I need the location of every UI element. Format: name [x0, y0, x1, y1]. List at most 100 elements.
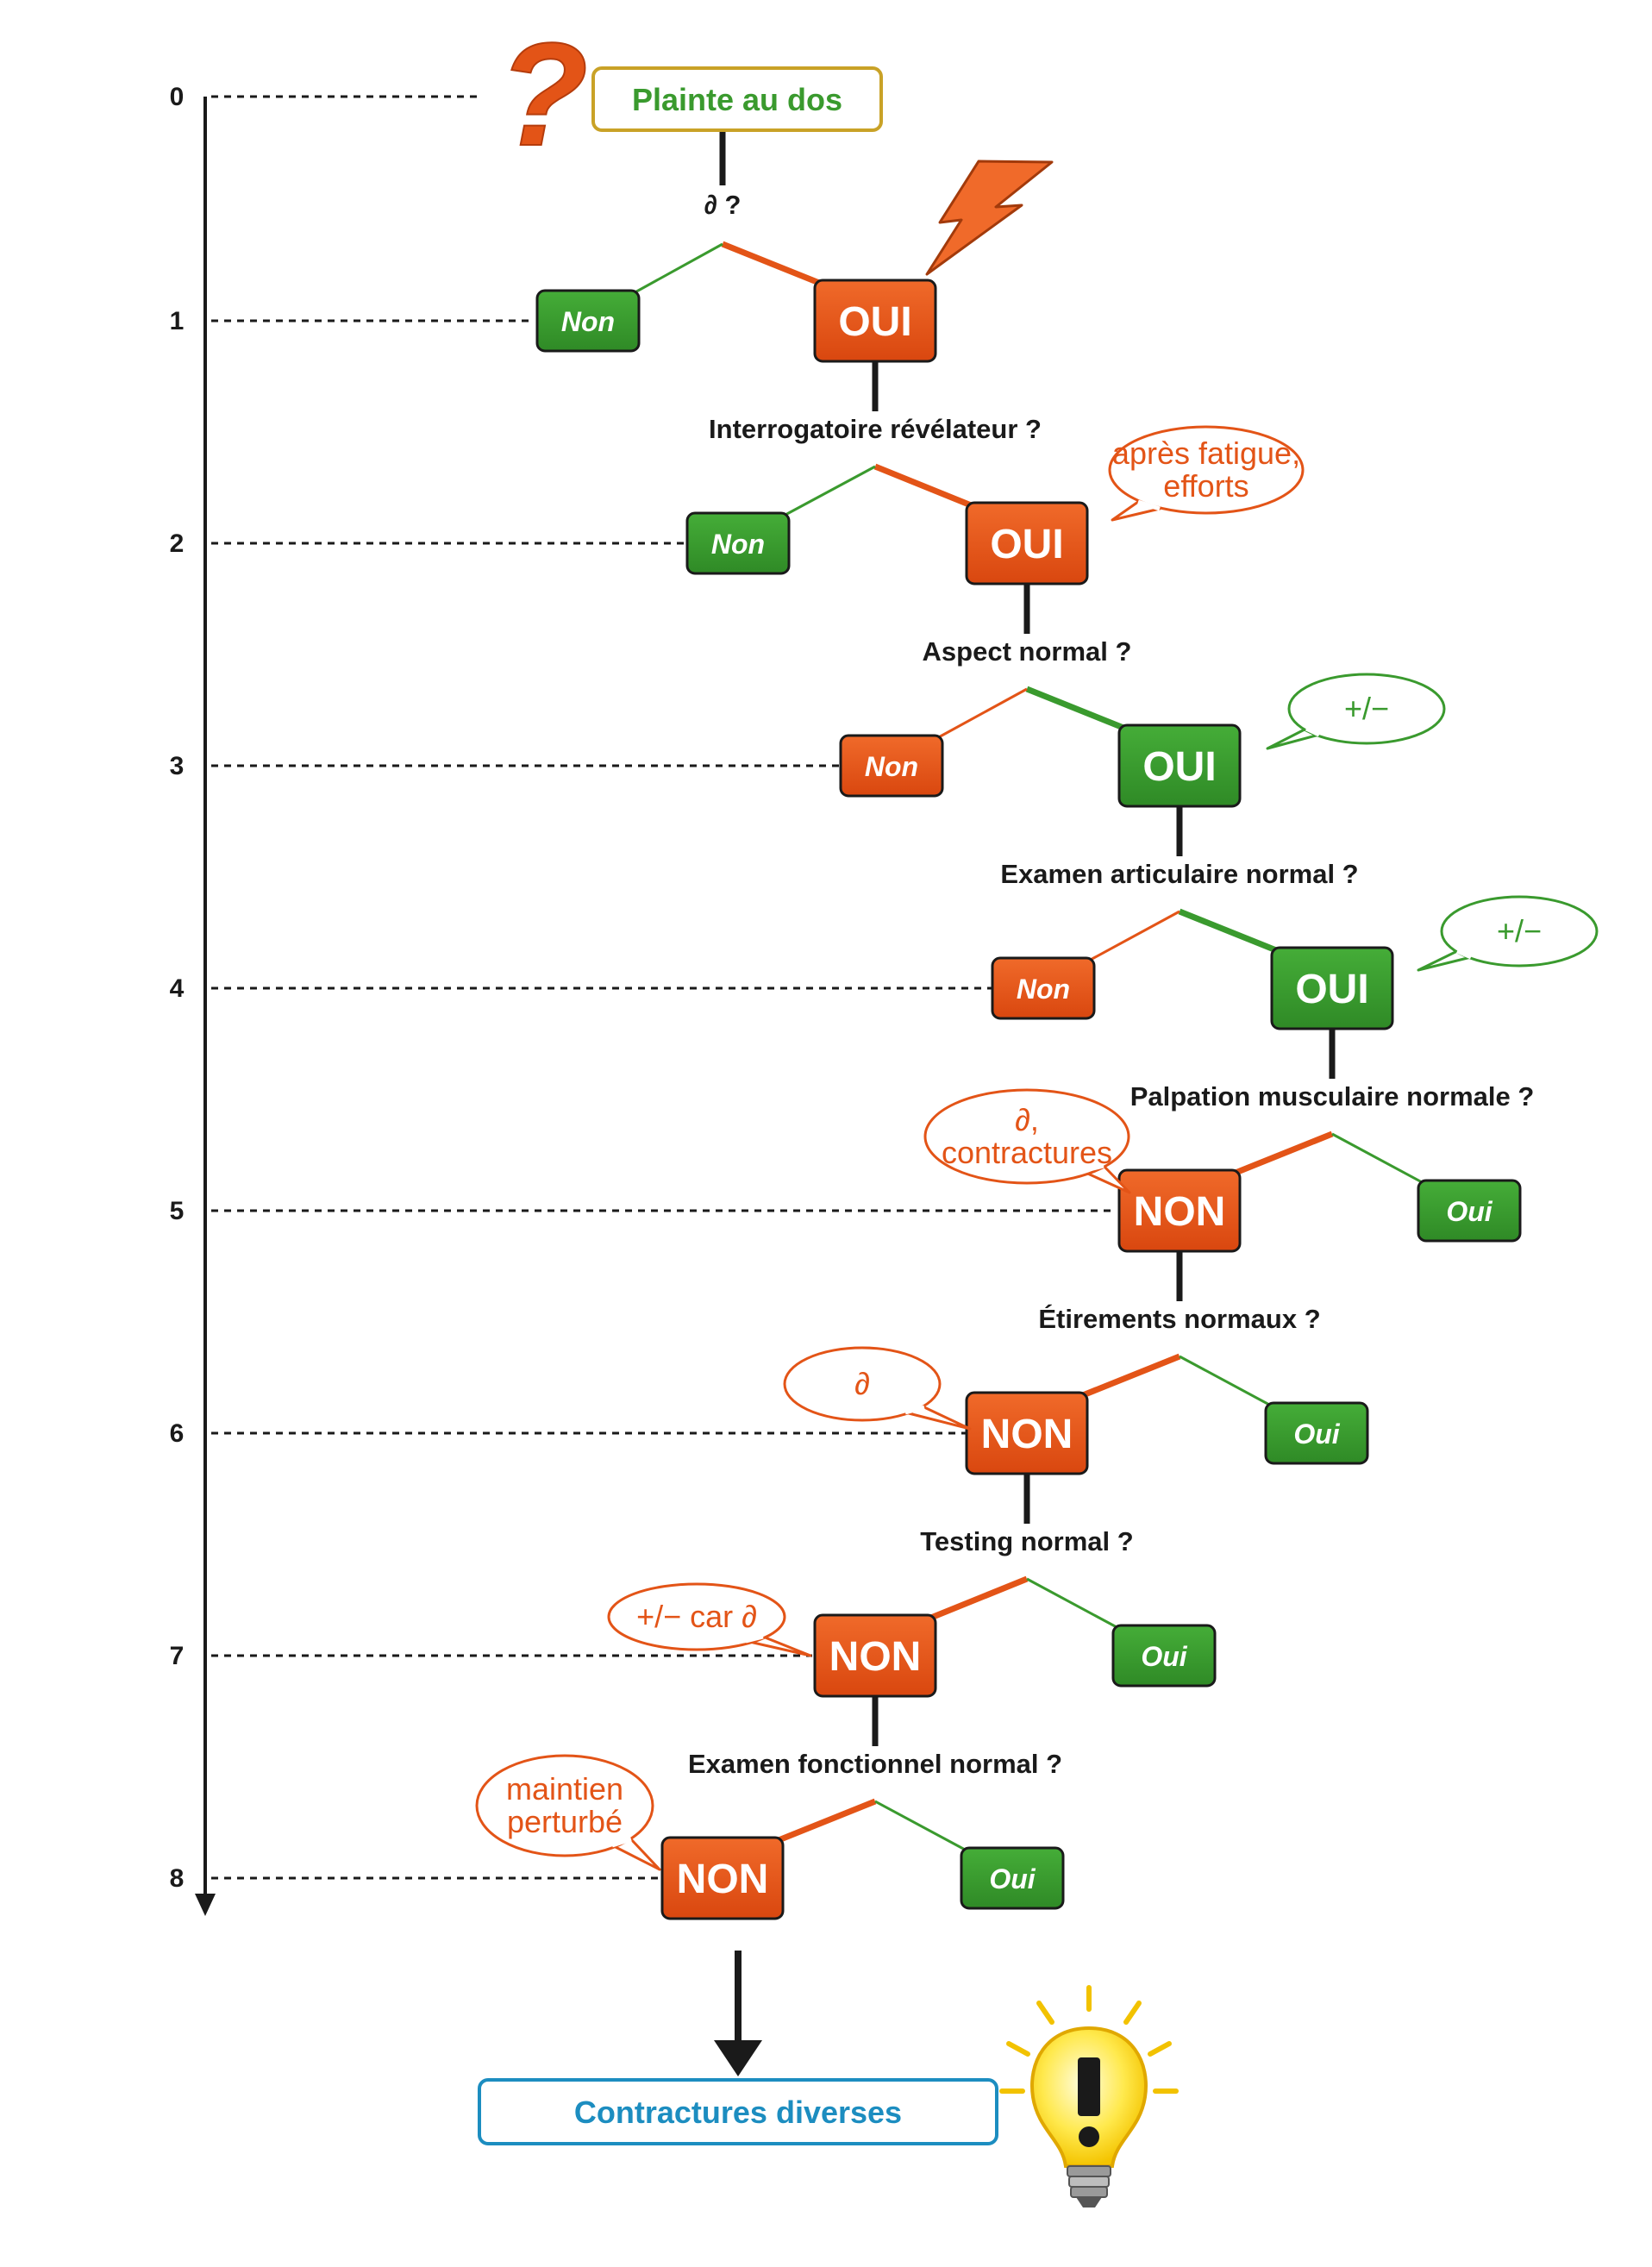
lightning-icon: [925, 160, 1054, 276]
speech-bubble-text: maintien: [506, 1771, 623, 1807]
speech-bubble: ∂,contractures: [923, 1088, 1131, 1194]
speech-bubble: ∂: [783, 1346, 972, 1431]
speech-bubble: après fatigue,efforts: [1108, 425, 1305, 522]
speech-bubble-seam: [1455, 949, 1473, 960]
decision-box-main-frame: [965, 1391, 1089, 1475]
question-label: Examen fonctionnel normal ?: [688, 1749, 1062, 1779]
question-mark-icon: ?: [498, 13, 588, 177]
level-label: 2: [170, 529, 185, 558]
question-label: Testing normal ?: [920, 1526, 1133, 1556]
decision-box-main: OUI: [1270, 946, 1394, 1030]
decision-box-main-frame: [660, 1836, 785, 1920]
decision-box-main-frame: [965, 501, 1089, 586]
decision-box-main-frame: [813, 279, 937, 363]
speech-bubble-seam: [745, 1634, 764, 1644]
speech-bubble-text: +/− car ∂: [636, 1599, 757, 1634]
question-label: ∂ ?: [704, 190, 742, 220]
speech-bubble-seam: [1305, 726, 1321, 737]
decision-box-alt: Non: [535, 289, 641, 353]
decision-box-alt-frame: [685, 511, 791, 575]
branch-connector: [1331, 1132, 1436, 1191]
decision-box-alt-frame: [839, 734, 944, 798]
decision-box-alt: Oui: [1417, 1179, 1522, 1243]
decision-box-main: NON: [965, 1391, 1089, 1475]
decision-box-main: OUI: [813, 279, 937, 363]
decision-box-alt-frame: [1111, 1624, 1217, 1688]
branch-connector: [874, 1800, 979, 1858]
decision-box-alt: Oui: [960, 1846, 1065, 1910]
decision-box-main-label: NON: [981, 1412, 1073, 1457]
speech-bubble-seam: [1081, 1163, 1104, 1174]
decision-box-alt-frame: [1417, 1179, 1522, 1243]
question-label: Étirements normaux ?: [1038, 1304, 1320, 1334]
branch-connector: [1179, 1355, 1283, 1413]
final-arrowhead: [714, 2040, 762, 2076]
level-label: 5: [170, 1197, 185, 1225]
speech-bubble-shape: [783, 1346, 942, 1422]
level-label: 1: [170, 307, 185, 335]
question-label: Examen articulaire normal ?: [1000, 859, 1358, 889]
start-node: Plainte au dos: [591, 66, 883, 132]
speech-bubble-text: après fatigue,: [1112, 435, 1300, 471]
decision-box-alt-frame: [1264, 1401, 1369, 1465]
decision-box-main-frame: [813, 1613, 937, 1698]
timeline-arrowhead: [195, 1894, 216, 1916]
speech-bubble-shape: [475, 1754, 654, 1857]
decision-box-alt-frame: [960, 1846, 1065, 1910]
decision-box-main: NON: [1117, 1168, 1242, 1253]
decision-box-main: OUI: [1117, 723, 1242, 808]
decision-box-main: OUI: [965, 501, 1089, 586]
branch-connector: [622, 242, 723, 301]
decision-box-main-frame: [1270, 946, 1394, 1030]
start-label: Plainte au dos: [632, 82, 842, 117]
decision-box-alt: Non: [839, 734, 944, 798]
branch-connector: [873, 463, 986, 514]
decision-box-main-label: OUI: [990, 522, 1063, 567]
decision-box-alt-label: Non: [561, 306, 615, 337]
lightbulb-icon: [999, 1985, 1179, 2208]
branch-connector: [1068, 1353, 1181, 1404]
speech-bubble-shape: [607, 1582, 786, 1651]
speech-bubble-text: +/−: [1344, 691, 1389, 726]
speech-bubble: +/− car ∂: [607, 1582, 812, 1657]
decision-box-main-frame: [1117, 1168, 1242, 1253]
branch-connector: [1221, 1130, 1334, 1181]
decision-box-alt: Oui: [1111, 1624, 1217, 1688]
decision-box-main-label: OUI: [1142, 744, 1216, 790]
decision-box-alt-label: Oui: [1141, 1641, 1187, 1672]
decision-box-alt-label: Non: [865, 751, 918, 782]
decision-box-alt-label: Non: [1017, 974, 1070, 1005]
decision-box-main-label: NON: [677, 1857, 769, 1902]
speech-bubble-text: perturbé: [507, 1804, 623, 1839]
decision-box-alt: Non: [991, 956, 1096, 1020]
branch-connector: [1178, 908, 1291, 959]
decision-box-main: NON: [813, 1613, 937, 1698]
speech-bubble: +/−: [1417, 895, 1599, 972]
branch-connector: [917, 1575, 1029, 1626]
speech-bubble-text: ∂,: [1015, 1102, 1039, 1137]
speech-bubble: +/−: [1266, 673, 1446, 750]
decision-box-main-label: OUI: [838, 299, 911, 345]
speech-bubble-text: +/−: [1497, 913, 1542, 949]
question-label: Aspect normal ?: [923, 636, 1132, 667]
speech-bubble-shape: [1287, 673, 1446, 745]
decision-box-main-label: NON: [1134, 1189, 1226, 1235]
speech-bubble-seam: [611, 1837, 632, 1848]
speech-bubble-seam: [1137, 499, 1161, 511]
level-label: 3: [170, 752, 185, 780]
branch-connector: [721, 241, 834, 291]
decision-box-main-frame: [1117, 723, 1242, 808]
decision-box-alt-label: Oui: [1446, 1196, 1492, 1227]
level-label: 8: [170, 1864, 185, 1893]
branch-connector: [772, 465, 876, 523]
speech-bubble-seam: [904, 1405, 925, 1415]
branch-connector: [764, 1798, 877, 1849]
decision-box-main-label: OUI: [1295, 967, 1368, 1012]
end-node: Contractures diverses: [478, 2078, 998, 2145]
speech-bubble-shape: [1440, 895, 1599, 968]
decision-box-alt: Non: [685, 511, 791, 575]
decision-box-main-label: NON: [829, 1634, 922, 1680]
speech-bubble-text: contractures: [942, 1135, 1112, 1170]
